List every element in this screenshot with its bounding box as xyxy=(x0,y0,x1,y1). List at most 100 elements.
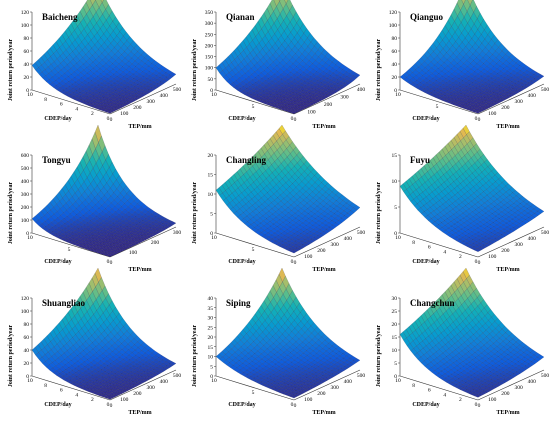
z-tick-label: 120 xyxy=(21,296,30,302)
z-tick-label: 20 xyxy=(392,75,398,81)
y-tick-label: 10 xyxy=(395,235,401,241)
panel-6: 02040608010012002468100100200300400500Sh… xyxy=(8,267,182,416)
y-tick-label: 8 xyxy=(44,97,47,103)
x-axis-line xyxy=(293,226,361,258)
y-axis-label: CDEP/day xyxy=(412,116,439,122)
z-tick-label: 10 xyxy=(208,355,214,361)
x-tick-label: 500 xyxy=(173,373,182,379)
y-axis-line xyxy=(215,89,295,115)
x-axis-line xyxy=(293,369,361,401)
x-tick-label: 0 xyxy=(294,260,297,266)
panel-1: 05010015020025030035005100100200300400Qi… xyxy=(192,0,365,130)
z-axis-label: Joint return period/year xyxy=(192,182,198,245)
y-tick-label: 2 xyxy=(459,254,462,260)
panel-0: 02040608010012002468100100200300400500Ba… xyxy=(8,0,182,130)
x-tick-label: 0 xyxy=(294,403,297,409)
z-tick-label: 5 xyxy=(210,212,213,218)
surface xyxy=(399,0,545,114)
x-tick-label: 500 xyxy=(173,87,182,93)
x-axis-label: TEP/mm xyxy=(128,267,151,273)
z-tick-label: 120 xyxy=(389,10,398,16)
x-tick-label: 0 xyxy=(478,117,481,123)
y-axis-label: CDEP/day xyxy=(44,259,71,265)
surface-cell xyxy=(290,111,298,114)
y-tick-label: 2 xyxy=(459,397,462,403)
y-tick-label: 5 xyxy=(252,247,255,253)
panel-2: 02040608010012005100100200300400500Qiang… xyxy=(376,0,549,130)
x-tick-label: 500 xyxy=(357,373,366,379)
z-tick-label: 100 xyxy=(21,218,30,224)
z-tick-label: 500 xyxy=(21,166,30,172)
y-axis-line xyxy=(399,232,479,258)
x-tick-label: 100 xyxy=(488,397,497,403)
z-tick-label: 30 xyxy=(208,316,214,322)
x-axis-label: TEP/mm xyxy=(496,410,519,416)
z-tick-label: 100 xyxy=(389,23,398,29)
z-tick-label: 50 xyxy=(208,77,214,83)
x-axis-line xyxy=(109,369,177,401)
z-axis-label: Joint return period/year xyxy=(376,182,382,245)
z-tick-label: 60 xyxy=(24,335,30,341)
x-tick-label: 400 xyxy=(160,379,169,385)
z-axis-label: Joint return period/year xyxy=(376,39,382,102)
z-tick-label: 350 xyxy=(205,10,214,16)
x-tick-label: 300 xyxy=(514,242,523,248)
x-axis-line xyxy=(477,83,545,115)
x-tick-label: 200 xyxy=(324,102,333,108)
x-tick-label: 300 xyxy=(330,385,339,391)
y-tick-label: 2 xyxy=(91,111,94,117)
z-tick-label: 10 xyxy=(208,192,214,198)
y-axis-label: CDEP/day xyxy=(44,116,71,122)
x-axis-label: TEP/mm xyxy=(496,124,519,130)
y-axis-label: CDEP/day xyxy=(228,259,255,265)
x-tick-label: 300 xyxy=(514,385,523,391)
y-axis-line xyxy=(31,375,111,401)
surface xyxy=(215,0,361,114)
x-axis-label: TEP/mm xyxy=(128,410,151,416)
y-tick-label: 0 xyxy=(107,259,110,265)
y-axis-label: CDEP/day xyxy=(44,402,71,408)
y-tick-label: 6 xyxy=(60,388,63,394)
z-tick-label: 20 xyxy=(24,75,30,81)
surface-cell xyxy=(474,248,482,252)
x-axis-line xyxy=(477,369,545,401)
y-tick-label: 0 xyxy=(291,259,294,265)
z-tick-label: 15 xyxy=(208,173,214,179)
y-tick-label: 5 xyxy=(68,247,71,253)
x-axis-label: TEP/mm xyxy=(496,267,519,273)
panel-title: Qianan xyxy=(226,12,255,22)
y-tick-label: 5 xyxy=(252,104,255,110)
x-tick-label: 200 xyxy=(317,248,326,254)
y-tick-label: 6 xyxy=(428,245,431,251)
z-tick-label: 100 xyxy=(21,23,30,29)
z-tick-label: 100 xyxy=(21,309,30,315)
x-tick-label: 400 xyxy=(528,379,537,385)
y-axis-line xyxy=(31,232,111,258)
y-axis-line xyxy=(399,375,479,401)
surface-cell xyxy=(278,0,281,2)
z-axis-label: Joint return period/year xyxy=(192,325,198,388)
y-tick-label: 4 xyxy=(75,392,78,398)
x-tick-label: 300 xyxy=(330,242,339,248)
z-tick-label: 5 xyxy=(394,205,397,211)
y-tick-label: 4 xyxy=(443,392,446,398)
z-tick-label: 300 xyxy=(205,21,214,27)
panel-title: Shuangliao xyxy=(42,298,86,308)
x-tick-label: 300 xyxy=(146,385,155,391)
y-axis-line xyxy=(215,232,295,258)
panel-3: 010020030040050060005100100200300TongyuJ… xyxy=(8,124,181,273)
y-tick-label: 6 xyxy=(428,388,431,394)
y-tick-label: 5 xyxy=(436,104,439,110)
x-tick-label: 0 xyxy=(110,260,113,266)
z-axis-label: Joint return period/year xyxy=(8,182,14,245)
y-axis-line xyxy=(399,89,479,115)
x-tick-label: 500 xyxy=(541,373,550,379)
panel-title: Siping xyxy=(226,298,251,308)
z-tick-label: 60 xyxy=(24,49,30,55)
x-tick-label: 0 xyxy=(478,260,481,266)
y-tick-label: 10 xyxy=(211,92,217,98)
z-tick-label: 20 xyxy=(24,361,30,367)
surface-cell xyxy=(106,396,114,400)
x-tick-label: 100 xyxy=(120,397,129,403)
